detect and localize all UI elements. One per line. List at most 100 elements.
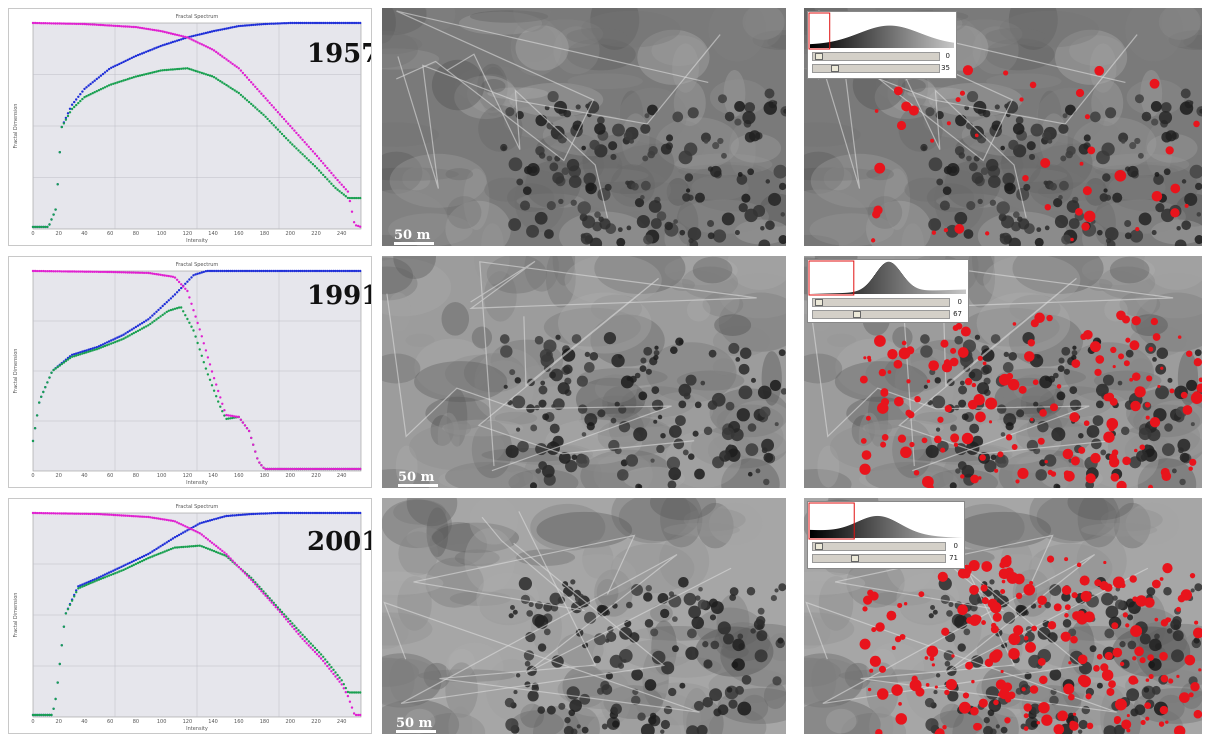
data-point (122, 79, 125, 82)
data-point (284, 269, 288, 273)
max-threshold-slider[interactable] (812, 554, 946, 563)
highlighted-region (1147, 654, 1154, 661)
data-point (278, 130, 282, 133)
scale-bar: 50 m (398, 470, 438, 487)
data-point (105, 341, 109, 344)
data-point (322, 162, 325, 165)
data-point (190, 68, 193, 71)
data-point (62, 625, 66, 628)
data-point (134, 515, 138, 518)
data-point (64, 512, 68, 515)
data-point (340, 679, 343, 682)
data-point (229, 86, 232, 90)
data-point (99, 74, 103, 77)
data-point (110, 66, 113, 69)
data-point (217, 29, 220, 32)
highlighted-region (874, 335, 886, 347)
data-point (252, 580, 255, 584)
data-point (107, 574, 111, 577)
max-threshold-slider[interactable] (812, 64, 940, 73)
data-point (93, 346, 96, 349)
highlighted-region (1118, 353, 1125, 360)
data-point (194, 273, 197, 276)
data-point (204, 349, 208, 352)
data-point (212, 49, 216, 52)
min-threshold-slider[interactable] (812, 52, 940, 61)
data-point (66, 608, 70, 611)
data-point (58, 662, 61, 666)
highlighted-region (1094, 579, 1102, 587)
min-threshold-slider[interactable] (812, 298, 950, 307)
highlighted-region (1003, 682, 1013, 692)
highlighted-region (1039, 409, 1047, 417)
data-point (311, 269, 315, 273)
data-point (284, 137, 288, 140)
data-point (256, 269, 259, 273)
data-point (66, 114, 70, 118)
data-point (190, 325, 193, 328)
data-point (145, 271, 148, 275)
data-point (103, 24, 107, 27)
data-point (198, 42, 201, 45)
data-point (202, 342, 205, 345)
data-point (330, 467, 333, 471)
highlighted-region (893, 86, 903, 96)
data-point (328, 269, 331, 273)
data-point (342, 467, 345, 471)
data-point (305, 511, 308, 515)
x-tick-label: 180 (260, 473, 270, 479)
data-point (309, 161, 312, 164)
data-point (280, 269, 284, 273)
data-point (223, 56, 226, 60)
highlighted-region (1192, 391, 1201, 399)
x-tick-label: 40 (81, 231, 87, 237)
highlighted-region (1121, 719, 1132, 730)
data-point (89, 581, 92, 585)
data-point (110, 270, 113, 274)
highlighted-region (1148, 346, 1154, 352)
data-point (276, 467, 280, 471)
data-point (79, 351, 82, 354)
data-point (157, 273, 160, 276)
data-point (68, 22, 72, 25)
highlighted-region (1129, 575, 1137, 583)
data-point (350, 269, 354, 273)
data-point (330, 171, 333, 175)
highlighted-region (862, 606, 868, 612)
data-point (237, 415, 240, 419)
data-point (233, 269, 236, 273)
data-point (219, 269, 222, 273)
data-point (274, 606, 277, 609)
highlighted-region (1159, 705, 1169, 715)
data-point (338, 21, 341, 25)
min-threshold-slider[interactable] (812, 542, 946, 551)
data-point (161, 518, 164, 521)
data-point (212, 389, 216, 392)
data-point (116, 24, 119, 28)
max-threshold-slider[interactable] (812, 310, 950, 319)
highlighted-region (1004, 717, 1011, 724)
data-point (124, 567, 127, 571)
data-point (138, 323, 142, 326)
data-point (192, 525, 195, 529)
highlighted-region (1024, 351, 1035, 362)
data-point (192, 69, 195, 72)
data-point (274, 126, 277, 129)
data-point (233, 561, 236, 564)
data-point (200, 32, 203, 36)
highlighted-region (941, 627, 950, 636)
highlighted-region (1030, 417, 1034, 422)
data-point (44, 512, 47, 515)
data-point (173, 307, 177, 310)
data-point (258, 585, 261, 588)
data-point (175, 534, 179, 538)
data-point (293, 511, 296, 515)
data-point (278, 113, 282, 116)
highlighted-region (1189, 572, 1196, 579)
data-point (264, 115, 267, 119)
data-point (97, 270, 101, 274)
data-point (258, 461, 261, 464)
data-point (264, 269, 267, 273)
data-point (291, 467, 294, 471)
highlighted-region (1008, 648, 1020, 660)
